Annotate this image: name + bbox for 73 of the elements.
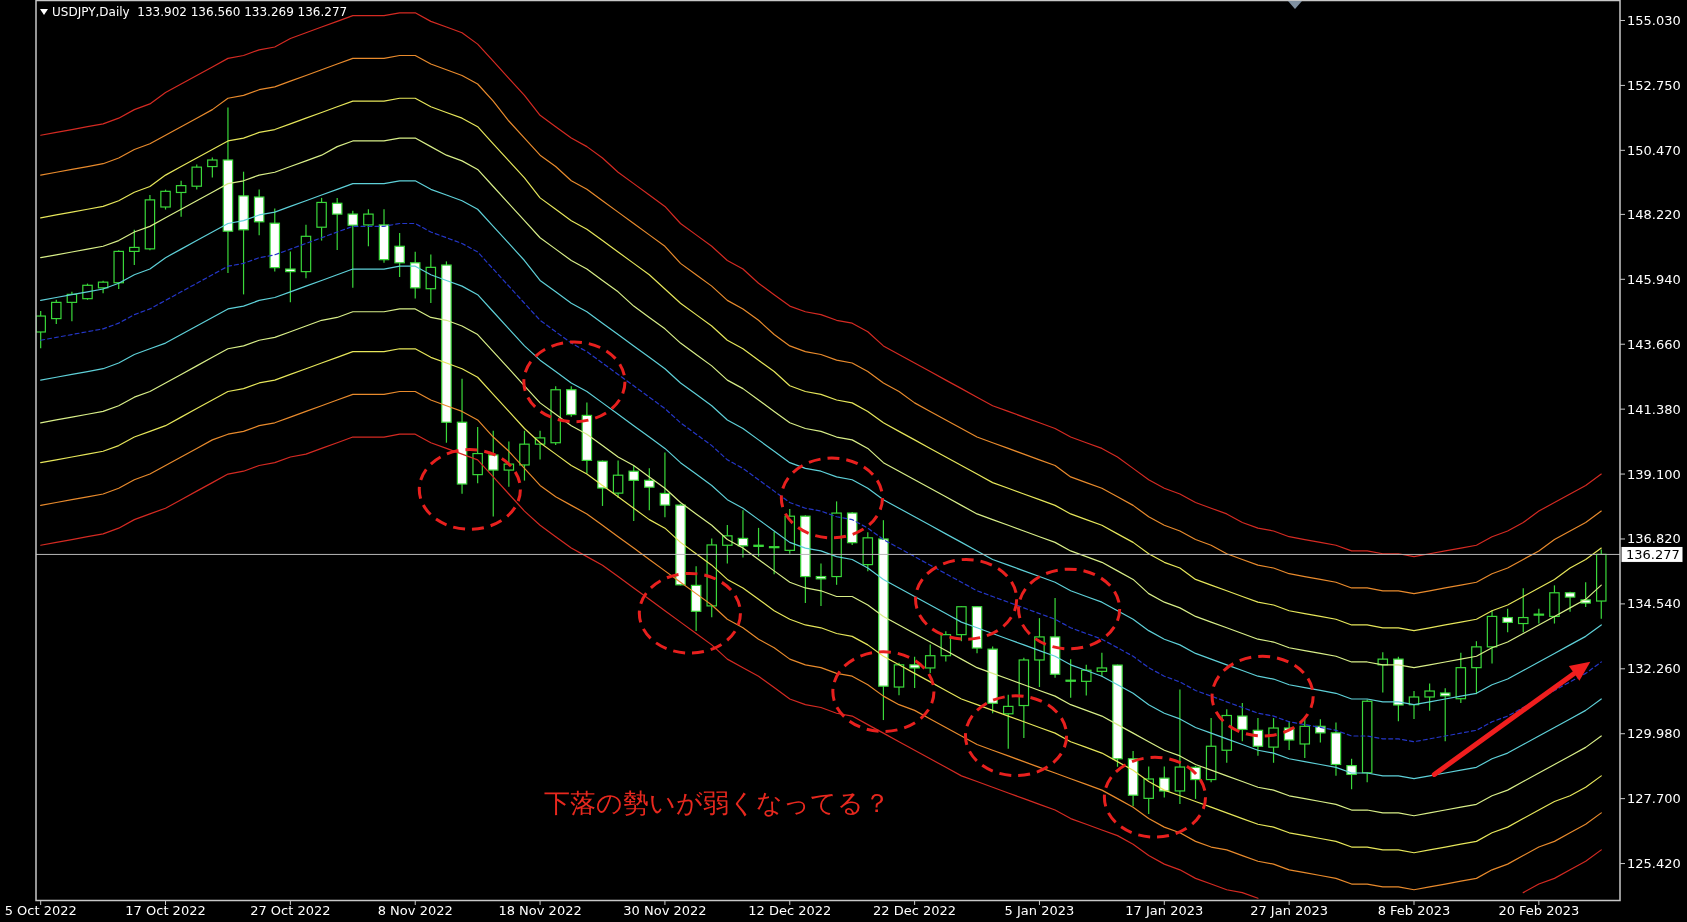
candlestick bbox=[1315, 718, 1326, 744]
candlestick bbox=[1159, 765, 1170, 799]
candlestick bbox=[612, 459, 624, 499]
candlestick bbox=[160, 189, 171, 211]
x-tick-label: 27 Jan 2023 bbox=[1250, 903, 1329, 918]
x-tick-label: 8 Feb 2023 bbox=[1377, 903, 1451, 918]
annotation: 下落の勢いが弱くなってる？ bbox=[544, 788, 891, 818]
candlestick bbox=[753, 527, 764, 558]
y-tick-label: 125.420 bbox=[1627, 856, 1681, 872]
candlestick bbox=[924, 644, 936, 674]
candlestick bbox=[207, 156, 218, 178]
y-tick-label: 145.940 bbox=[1627, 271, 1681, 287]
candlestick bbox=[519, 430, 530, 482]
candlestick bbox=[1237, 702, 1248, 742]
candlestick bbox=[1439, 687, 1451, 742]
candlestick bbox=[1065, 658, 1076, 699]
x-tick-label: 5 Jan 2023 bbox=[1004, 903, 1075, 918]
candlestick bbox=[628, 464, 639, 522]
candlestick bbox=[893, 662, 905, 696]
x-tick-label: 12 Dec 2022 bbox=[748, 903, 832, 918]
candlestick bbox=[347, 210, 359, 289]
candlestick bbox=[1424, 683, 1435, 712]
candlestick bbox=[175, 180, 187, 218]
candlestick bbox=[1549, 584, 1560, 625]
candlestick bbox=[1174, 688, 1186, 805]
candlestick bbox=[191, 163, 203, 191]
x-tick-label: 27 Oct 2022 bbox=[250, 903, 331, 918]
candlestick bbox=[331, 197, 343, 251]
x-tick-label: 17 Jan 2023 bbox=[1125, 903, 1204, 918]
y-tick-label: 136.820 bbox=[1627, 531, 1681, 547]
y-tick-label: 129.980 bbox=[1627, 726, 1681, 742]
candlestick bbox=[1580, 581, 1591, 608]
candlestick bbox=[1002, 694, 1014, 750]
candlestick bbox=[1517, 587, 1529, 633]
candlestick bbox=[1143, 765, 1154, 815]
candlestick bbox=[659, 451, 671, 518]
x-tick-label: 30 Nov 2022 bbox=[623, 903, 707, 918]
candlestick bbox=[940, 630, 952, 662]
candlestick bbox=[425, 253, 437, 304]
y-tick-label: 132.260 bbox=[1627, 661, 1681, 677]
y-tick-label: 134.540 bbox=[1627, 596, 1681, 612]
x-tick-label: 5 Oct 2022 bbox=[4, 903, 77, 918]
ref-line-label: 136.277 bbox=[1626, 546, 1680, 562]
candlestick bbox=[1081, 664, 1092, 697]
candlestick bbox=[1502, 608, 1513, 633]
candlestick bbox=[1268, 717, 1279, 764]
candlestick bbox=[644, 467, 655, 511]
candlestick bbox=[394, 232, 405, 278]
candlestick bbox=[768, 531, 780, 575]
y-tick-label: 127.700 bbox=[1627, 791, 1681, 807]
candlestick bbox=[1096, 652, 1108, 678]
candlestick bbox=[1377, 651, 1389, 694]
candlestick bbox=[363, 208, 374, 247]
x-tick-label: 20 Feb 2023 bbox=[1498, 903, 1580, 918]
x-tick-label: 17 Oct 2022 bbox=[125, 903, 206, 918]
candlestick bbox=[285, 250, 296, 303]
y-tick-label: 139.100 bbox=[1627, 466, 1681, 482]
x-tick-label: 18 Nov 2022 bbox=[498, 903, 582, 918]
candlestick bbox=[129, 229, 140, 266]
candlestick bbox=[36, 310, 46, 349]
x-tick-label: 22 Dec 2022 bbox=[873, 903, 957, 918]
candlestick bbox=[51, 299, 62, 325]
y-tick-label: 143.660 bbox=[1627, 336, 1681, 352]
candlestick bbox=[487, 430, 499, 518]
candlestick bbox=[472, 426, 483, 484]
y-tick-label: 152.750 bbox=[1627, 77, 1681, 93]
y-tick-label: 155.030 bbox=[1627, 13, 1681, 28]
y-tick-label: 148.220 bbox=[1627, 206, 1681, 222]
y-tick-label: 150.470 bbox=[1627, 142, 1681, 158]
candlestick bbox=[909, 656, 920, 689]
x-tick-label: 8 Nov 2022 bbox=[377, 903, 453, 918]
y-tick-label: 141.380 bbox=[1627, 401, 1681, 417]
text: USDJPY,Daily 133.902 136.560 133.269 136.277 bbox=[52, 5, 348, 19]
